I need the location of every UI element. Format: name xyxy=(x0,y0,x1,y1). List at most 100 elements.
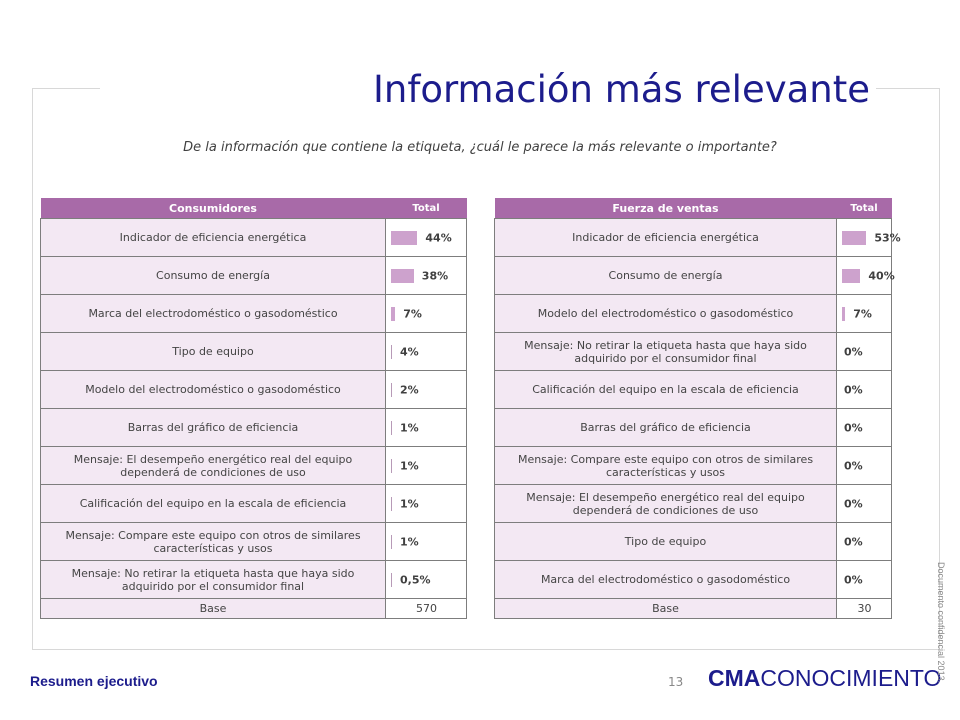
table-row: Tipo de equipo 0% xyxy=(494,522,892,561)
base-value: 30 xyxy=(857,602,872,615)
value-bar xyxy=(391,496,392,511)
page-number: 13 xyxy=(668,675,684,689)
row-label: Modelo del electrodoméstico o gasodomést… xyxy=(494,294,837,333)
value-bar xyxy=(391,306,396,321)
row-label: Barras del gráfico de eficiencia xyxy=(40,408,386,447)
base-row: Base 570 xyxy=(40,598,467,619)
value-percent: 0% xyxy=(844,459,863,472)
row-label: Calificación del equipo en la escala de … xyxy=(494,370,837,409)
base-value: 570 xyxy=(416,602,437,615)
table-row: Consumo de energía 40% xyxy=(494,256,895,295)
value-percent: 0,5% xyxy=(400,573,431,586)
row-value-cell: 0% xyxy=(836,408,892,447)
row-label: Mensaje: El desempeño energético real de… xyxy=(40,446,386,485)
value-percent: 38% xyxy=(421,269,449,282)
table-row: Marca del electrodoméstico o gasodomésti… xyxy=(40,294,467,333)
row-value-cell: 7% xyxy=(836,294,892,333)
base-label: Base xyxy=(40,598,386,619)
row-value-cell: 2% xyxy=(385,370,467,409)
row-label: Mensaje: No retirar la etiqueta hasta qu… xyxy=(494,332,837,371)
cma-logo: CMACONOCIMIENTO xyxy=(708,665,942,691)
value-percent: 44% xyxy=(425,231,452,244)
value-percent: 0% xyxy=(844,421,863,434)
value-bar xyxy=(842,230,867,245)
row-label: Mensaje: Compare este equipo con otros d… xyxy=(40,522,386,561)
row-label: Indicador de eficiencia energética xyxy=(494,218,837,257)
table-row: Calificación del equipo en la escala de … xyxy=(40,484,467,523)
value-bar xyxy=(391,420,392,435)
survey-question: De la información que contiene la etique… xyxy=(183,140,777,155)
table-row: Consumo de energía 38% xyxy=(40,256,467,295)
table-row: Marca del electrodoméstico o gasodomésti… xyxy=(494,560,892,599)
row-label: Calificación del equipo en la escala de … xyxy=(40,484,386,523)
value-percent: 1% xyxy=(400,535,419,548)
value-bar xyxy=(842,268,861,283)
row-label: Consumo de energía xyxy=(40,256,386,295)
value-bar xyxy=(842,306,846,321)
row-value-cell: 0% xyxy=(836,332,892,371)
row-label: Marca del electrodoméstico o gasodomésti… xyxy=(40,294,386,333)
row-label: Tipo de equipo xyxy=(494,522,837,561)
table-row: Calificación del equipo en la escala de … xyxy=(494,370,892,409)
table-row: Mensaje: Compare este equipo con otros d… xyxy=(494,446,892,485)
consumidores-table: Consumidores Total Indicador de eficienc… xyxy=(40,198,467,619)
row-value-cell: 44% xyxy=(385,218,467,257)
page-title: Información más relevante xyxy=(100,64,876,116)
value-percent: 0% xyxy=(844,497,863,510)
section-label: Resumen ejecutivo xyxy=(30,673,158,689)
value-percent: 1% xyxy=(400,497,419,510)
value-percent: 1% xyxy=(400,421,419,434)
table-row: Modelo del electrodoméstico o gasodomést… xyxy=(40,370,467,409)
fuerza-ventas-header: Fuerza de ventas xyxy=(494,198,837,219)
value-percent: 1% xyxy=(400,459,419,472)
value-bar xyxy=(391,230,418,245)
table-row: Modelo del electrodoméstico o gasodomést… xyxy=(494,294,892,333)
value-percent: 0% xyxy=(844,573,863,586)
row-value-cell: 4% xyxy=(385,332,467,371)
row-label: Indicador de eficiencia energética xyxy=(40,218,386,257)
table-row: Mensaje: Compare este equipo con otros d… xyxy=(40,522,467,561)
base-label: Base xyxy=(494,598,837,619)
row-value-cell: 7% xyxy=(385,294,467,333)
value-percent: 4% xyxy=(400,345,419,358)
row-label: Consumo de energía xyxy=(494,256,837,295)
row-value-cell: 0% xyxy=(836,522,892,561)
fuerza-ventas-total-header: Total xyxy=(836,198,892,219)
consumidores-body: Indicador de eficiencia energética 44% Con… xyxy=(40,218,467,619)
base-value-cell: 30 xyxy=(836,598,892,619)
row-label: Mensaje: No retirar la etiqueta hasta qu… xyxy=(40,560,386,599)
value-bar xyxy=(391,458,392,473)
value-percent: 53% xyxy=(874,231,901,244)
table-row: Barras del gráfico de eficiencia 0% xyxy=(494,408,892,447)
value-percent: 0% xyxy=(844,535,863,548)
row-value-cell: 40% xyxy=(836,256,895,295)
consumidores-header: Consumidores xyxy=(40,198,386,219)
consumidores-total-header: Total xyxy=(385,198,467,219)
value-percent: 7% xyxy=(403,307,422,320)
row-value-cell: 0% xyxy=(836,560,892,599)
fuerza-ventas-table: Fuerza de ventas Total Indicador de efic… xyxy=(494,198,901,619)
table-row: Barras del gráfico de eficiencia 1% xyxy=(40,408,467,447)
row-label: Marca del electrodoméstico o gasodomésti… xyxy=(494,560,837,599)
table-row: Indicador de eficiencia energética 44% xyxy=(40,218,467,257)
row-label: Barras del gráfico de eficiencia xyxy=(494,408,837,447)
row-value-cell: 1% xyxy=(385,522,467,561)
fuerza-ventas-body: Indicador de eficiencia energética 53% Con… xyxy=(494,218,901,619)
value-percent: 2% xyxy=(400,383,419,396)
confidential-note: Documento confidencial 2013. xyxy=(936,562,946,684)
row-value-cell: 1% xyxy=(385,408,467,447)
row-label: Tipo de equipo xyxy=(40,332,386,371)
value-percent: 0% xyxy=(844,345,863,358)
table-row: Tipo de equipo 4% xyxy=(40,332,467,371)
table-row: Indicador de eficiencia energética 53% xyxy=(494,218,901,257)
row-label: Mensaje: Compare este equipo con otros d… xyxy=(494,446,837,485)
row-value-cell: 0% xyxy=(836,484,892,523)
value-percent: 7% xyxy=(853,307,872,320)
value-bar xyxy=(391,344,392,359)
row-value-cell: 0% xyxy=(836,446,892,485)
row-value-cell: 53% xyxy=(836,218,901,257)
row-label: Mensaje: El desempeño energético real de… xyxy=(494,484,837,523)
row-value-cell: 0% xyxy=(836,370,892,409)
table-row: Mensaje: El desempeño energético real de… xyxy=(494,484,892,523)
row-value-cell: 0,5% xyxy=(385,560,467,599)
